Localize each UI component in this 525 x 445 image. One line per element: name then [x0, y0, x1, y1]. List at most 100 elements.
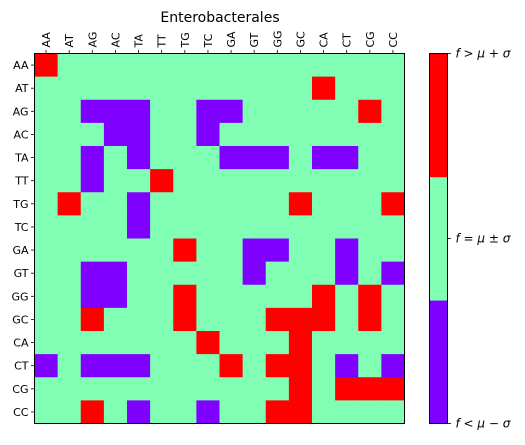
- heatmap-cell: [103, 99, 128, 124]
- heatmap-cell: [127, 215, 151, 239]
- heatmap-cell: [57, 122, 82, 147]
- heatmap-cell: [34, 307, 59, 332]
- heatmap-cell: [242, 99, 267, 124]
- heatmap-cell: [381, 400, 405, 424]
- heatmap-cell: [34, 215, 59, 239]
- heatmap-cell: [242, 146, 267, 170]
- heatmap-cell: [196, 53, 220, 78]
- heatmap-cell: [150, 261, 174, 286]
- y-tick-label: CG: [12, 383, 28, 396]
- heatmap-cell: [173, 169, 197, 193]
- heatmap-cell: [381, 261, 405, 286]
- heatmap-cell: [335, 261, 359, 286]
- heatmap-cell: [242, 400, 267, 424]
- heatmap-cell: [103, 192, 128, 216]
- heatmap-cell: [288, 146, 313, 170]
- heatmap-cell: [335, 146, 359, 170]
- heatmap-cell: [127, 354, 151, 378]
- heatmap-cell: [127, 192, 151, 216]
- heatmap-cell: [103, 169, 128, 193]
- heatmap-cell: [265, 192, 290, 216]
- heatmap-cell: [265, 331, 290, 355]
- heatmap-cell: [80, 331, 105, 355]
- heatmap-cell: [150, 192, 174, 216]
- heatmap-cell: [288, 377, 313, 401]
- heatmap-cell: [150, 146, 174, 170]
- heatmap-cell: [381, 331, 405, 355]
- heatmap-cell: [265, 354, 290, 378]
- heatmap-cell: [219, 99, 244, 124]
- heatmap-cell: [196, 169, 220, 193]
- heatmap-cell: [57, 307, 82, 332]
- heatmap-cell: [34, 377, 59, 401]
- heatmap-cell: [288, 400, 313, 424]
- heatmap-cell: [196, 307, 220, 332]
- heatmap-cell: [335, 76, 359, 101]
- heatmap-cell: [265, 99, 290, 124]
- heatmap-cell: [103, 238, 128, 263]
- heatmap-cell: [312, 192, 336, 216]
- heatmap-cell: [358, 169, 382, 193]
- heatmap-cell: [335, 215, 359, 239]
- heatmap-cell: [242, 284, 267, 309]
- heatmap-cell: [196, 122, 220, 147]
- heatmap-cell: [358, 261, 382, 286]
- heatmap-cell: [265, 76, 290, 101]
- heatmap-cell: [335, 377, 359, 401]
- heatmap-cell: [358, 307, 382, 332]
- heatmap-cell: [103, 331, 128, 355]
- x-tick-label: CG: [364, 31, 377, 47]
- heatmap-cell: [34, 400, 59, 424]
- heatmap-cell: [335, 122, 359, 147]
- heatmap-cell: [103, 146, 128, 170]
- heatmap-cell: [103, 53, 128, 78]
- heatmap-cell: [265, 53, 290, 78]
- x-tick-label: AC: [109, 32, 122, 47]
- heatmap-cell: [34, 146, 59, 170]
- heatmap-cell: [196, 331, 220, 355]
- colorbar: f < μ − σ f = μ ± σ f > μ + σ: [429, 47, 511, 431]
- heatmap-cell: [80, 53, 105, 78]
- heatmap-cell: [80, 122, 105, 147]
- heatmap-cell: [219, 53, 244, 78]
- colorbar-label: f > μ + σ: [456, 47, 511, 61]
- heatmap-cell: [127, 400, 151, 424]
- heatmap-cell: [196, 76, 220, 101]
- heatmap-cell: [103, 354, 128, 378]
- heatmap-cell: [173, 261, 197, 286]
- heatmap-cell: [288, 169, 313, 193]
- heatmap-cell: [80, 192, 105, 216]
- heatmap-cell: [335, 169, 359, 193]
- heatmap-cell: [312, 146, 336, 170]
- heatmap-cell: [335, 284, 359, 309]
- heatmap-cell: [288, 99, 313, 124]
- heatmap-cell: [219, 261, 244, 286]
- heatmap-cell: [381, 122, 405, 147]
- heatmap-cell: [80, 377, 105, 401]
- heatmap-cell: [381, 169, 405, 193]
- heatmap-cell: [312, 99, 336, 124]
- y-tick-label: TG: [12, 198, 28, 211]
- heatmap-cell: [381, 99, 405, 124]
- heatmap-cell: [288, 238, 313, 263]
- heatmap-cell: [103, 284, 128, 309]
- heatmap-cell: [358, 192, 382, 216]
- y-tick-label: CA: [13, 337, 29, 350]
- x-tick-label: CT: [341, 33, 354, 48]
- heatmap-cell: [173, 331, 197, 355]
- axis-ticks: AA AT AG AC TA TT TG TC GA GT GG GC CA CT CG CC AA AT AG AC…: [11, 30, 400, 419]
- heatmap-cell: [312, 307, 336, 332]
- heatmap-cell: [150, 76, 174, 101]
- heatmap-cell: [381, 192, 405, 216]
- heatmap-cell: [173, 307, 197, 332]
- heatmap-cell: [196, 400, 220, 424]
- y-tick-label: GC: [12, 313, 29, 326]
- heatmap-cell: [265, 169, 290, 193]
- heatmap-cell: [242, 377, 267, 401]
- heatmap-cell: [288, 122, 313, 147]
- heatmap-cell: [219, 215, 244, 239]
- heatmap-cell: [219, 307, 244, 332]
- heatmap-cell: [173, 377, 197, 401]
- y-tick-label: TC: [14, 221, 29, 234]
- heatmap-cell: [242, 331, 267, 355]
